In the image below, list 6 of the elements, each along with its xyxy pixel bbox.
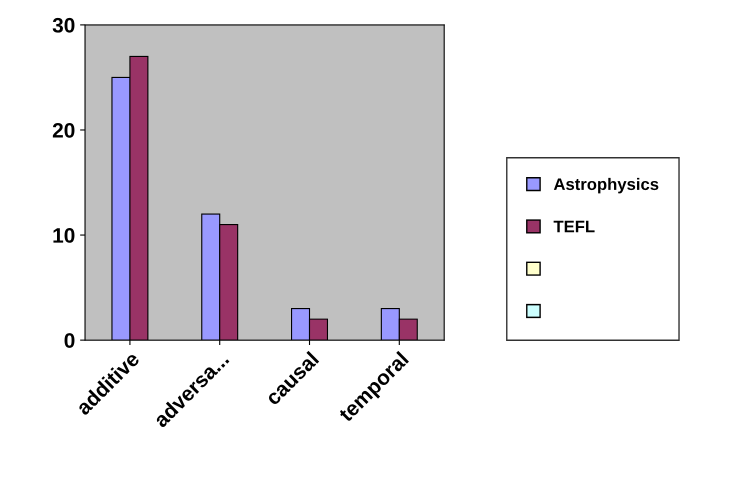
legend-label: TEFL	[554, 220, 595, 232]
legend-label: Astrophysics	[554, 178, 658, 194]
y-tick-label: 0	[64, 333, 74, 348]
y-tick-label: 10	[53, 228, 74, 243]
y-tick-label: 30	[52, 18, 74, 33]
y-tick-label: 20	[52, 122, 74, 138]
